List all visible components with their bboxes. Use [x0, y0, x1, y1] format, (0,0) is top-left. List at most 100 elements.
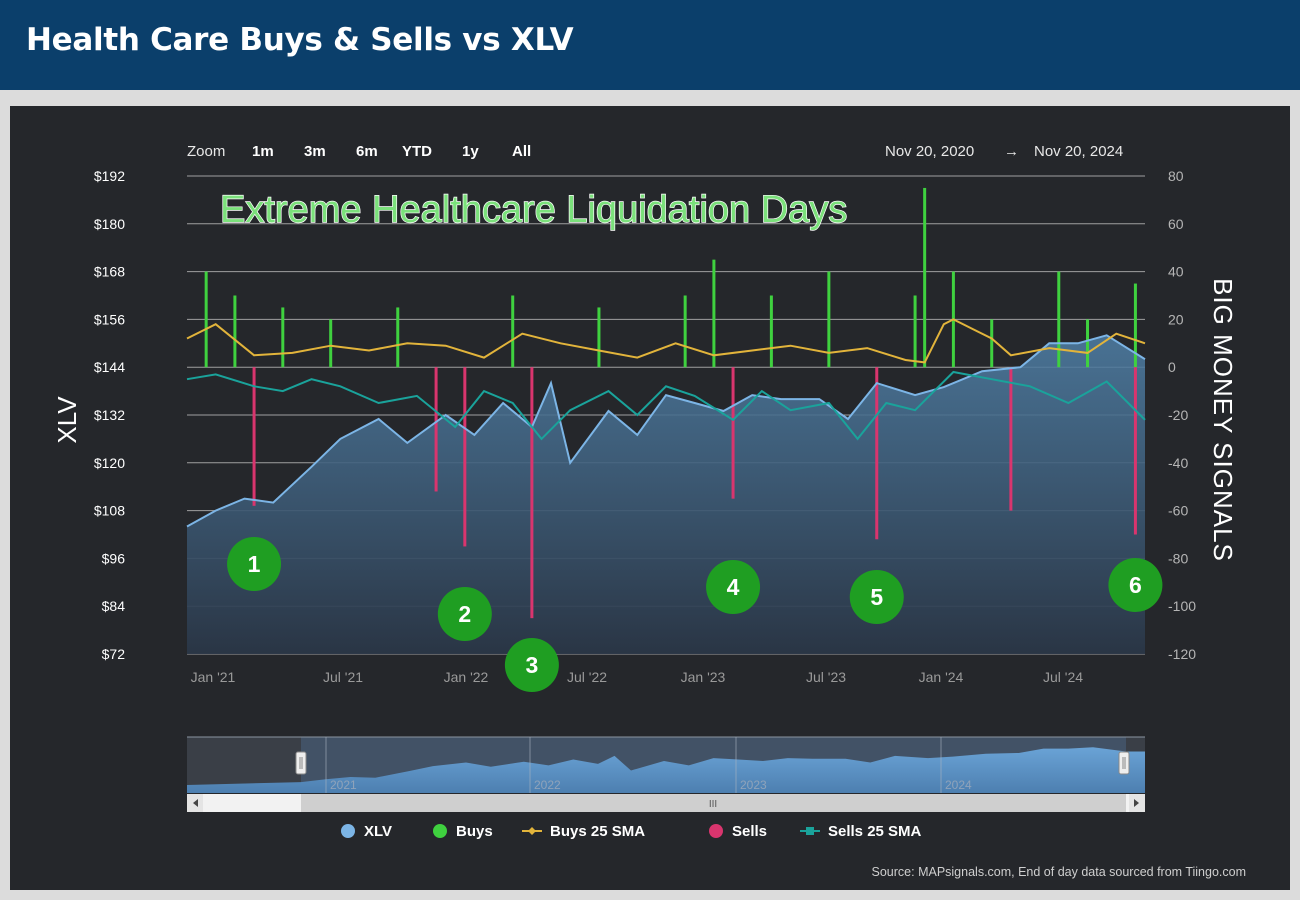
- legend-dot-icon: [709, 824, 723, 838]
- buys-bar: [204, 271, 208, 368]
- zoom-ytd-button[interactable]: YTD: [402, 143, 432, 160]
- date-range-arrow: →: [1004, 143, 1019, 160]
- legend-label: Buys 25 SMA: [550, 823, 645, 840]
- zoom-1m-button[interactable]: 1m: [252, 143, 274, 160]
- right-tick-label: 20: [1168, 311, 1184, 327]
- x-tick-label: Jan '21: [191, 669, 236, 685]
- x-tick-label: Jan '22: [444, 669, 489, 685]
- right-axis-title: BIG MONEY SIGNALS: [1208, 278, 1238, 562]
- legend-item-sells[interactable]: Sells: [709, 823, 767, 840]
- navigator-right-handle[interactable]: [1118, 751, 1130, 775]
- zoom-all-button[interactable]: All: [512, 143, 531, 160]
- scrollbar[interactable]: III: [187, 794, 1145, 812]
- zoom-6m-button[interactable]: 6m: [356, 143, 378, 160]
- navigator-year-label: 2024: [945, 778, 972, 792]
- event-marker-1: [227, 537, 282, 591]
- scrollbar-grip-icon: III: [709, 799, 717, 810]
- source-note: Source: MAPsignals.com, End of day data …: [872, 865, 1246, 879]
- sells-bar: [463, 367, 467, 547]
- right-tick-label: 60: [1168, 216, 1184, 232]
- x-tick-label: Jan '23: [681, 669, 726, 685]
- legend-label: Sells: [732, 823, 767, 840]
- right-tick-label: 0: [1168, 359, 1176, 375]
- left-tick-label: $180: [94, 216, 125, 232]
- page-title: Health Care Buys & Sells vs XLV: [26, 22, 574, 58]
- date-range-from[interactable]: Nov 20, 2020: [885, 143, 974, 160]
- left-axis-title: XLV: [52, 396, 82, 444]
- date-range-to[interactable]: Nov 20, 2024: [1034, 143, 1123, 160]
- buys-bar: [233, 295, 237, 368]
- left-tick-label: $84: [102, 598, 126, 614]
- chart-svg: Zoom 1m 3m 6m YTD 1y All Nov 20, 2020 → …: [52, 143, 1246, 879]
- legend-dot-icon: [433, 824, 447, 838]
- legend-label: Buys: [456, 823, 493, 840]
- chevron-right-icon: [1134, 799, 1139, 807]
- navigator[interactable]: 2021 2022 2023 2024: [187, 736, 1145, 793]
- sells-bar: [1009, 367, 1013, 511]
- buys-bar: [1086, 319, 1090, 368]
- x-tick-label: Jul '24: [1043, 669, 1083, 685]
- title-bar: Health Care Buys & Sells vs XLV: [0, 0, 1300, 90]
- right-tick-label: -80: [1168, 550, 1188, 566]
- x-tick-label: Jan '24: [919, 669, 964, 685]
- left-tick-label: $72: [102, 646, 126, 662]
- x-tick-label: Jul '22: [567, 669, 607, 685]
- legend-dot-icon: [341, 824, 355, 838]
- buys-bar: [329, 319, 333, 368]
- navigator-year-labels: 2021 2022 2023 2024: [325, 737, 972, 793]
- buys-sma-series-line: [186, 318, 1146, 364]
- event-marker-label: 4: [727, 574, 740, 600]
- scrollbar-thumb[interactable]: [301, 794, 1126, 812]
- sells-bar: [731, 367, 735, 499]
- legend-label: XLV: [364, 823, 392, 840]
- event-marker-label: 3: [525, 652, 538, 678]
- sells-bars: [252, 367, 1137, 619]
- legend-item-xlv[interactable]: XLV: [341, 823, 392, 840]
- chevron-left-icon: [193, 799, 198, 807]
- right-tick-label: 80: [1168, 168, 1184, 184]
- event-marker-label: 6: [1129, 572, 1142, 598]
- event-markers: 1 2 3 4 5 6: [227, 537, 1163, 692]
- navigator-year-label: 2022: [534, 778, 561, 792]
- event-marker-5: [849, 570, 904, 624]
- legend: XLV Buys Buys 25 SMA Sells Sells 25 SMA: [341, 823, 922, 840]
- right-tick-label: -120: [1168, 646, 1196, 662]
- navigator-year-label: 2021: [330, 778, 357, 792]
- buys-bar: [990, 319, 994, 368]
- legend-item-buys-25-sma[interactable]: Buys 25 SMA: [522, 823, 645, 840]
- legend-item-sells-25-sma[interactable]: Sells 25 SMA: [800, 823, 922, 840]
- left-axis-ticks: $192 $180 $168 $156 $144 $132 $120 $108 $96 $84 $7…: [94, 168, 125, 662]
- left-tick-label: $144: [94, 359, 125, 375]
- zoom-1y-button[interactable]: 1y: [462, 143, 479, 160]
- buys-bar: [1133, 283, 1137, 368]
- buys-bar: [712, 259, 716, 368]
- event-marker-2: [437, 587, 492, 641]
- buys-bar: [511, 295, 515, 368]
- legend-diamond-icon: [528, 827, 536, 835]
- sells-sma-series-line: [186, 370, 1146, 441]
- buys-bar: [396, 307, 400, 368]
- navigator-year-label: 2023: [740, 778, 767, 792]
- left-tick-label: $96: [102, 550, 126, 566]
- event-marker-label: 2: [458, 601, 471, 627]
- xlv-series-line: [186, 334, 1146, 528]
- buys-bar: [683, 295, 687, 368]
- navigator-left-handle[interactable]: [295, 751, 307, 775]
- x-axis-ticks: Jan '21 Jul '21 Jan '22 Jul '22 Jan '23 Jul '…: [191, 669, 1084, 685]
- left-tick-label: $108: [94, 503, 125, 519]
- zoom-label: Zoom: [187, 143, 225, 160]
- x-tick-label: Jul '21: [323, 669, 363, 685]
- right-tick-label: -100: [1168, 598, 1196, 614]
- event-marker-6: [1108, 558, 1163, 612]
- sells-bar: [252, 367, 256, 506]
- zoom-3m-button[interactable]: 3m: [304, 143, 326, 160]
- left-tick-label: $120: [94, 455, 125, 471]
- chart-panel: Zoom 1m 3m 6m YTD 1y All Nov 20, 2020 → …: [10, 106, 1290, 890]
- sells-bar: [875, 367, 879, 540]
- sells-bar: [1133, 367, 1137, 535]
- legend-item-buys[interactable]: Buys: [433, 823, 493, 840]
- buys-bar: [769, 295, 773, 368]
- event-marker-label: 5: [870, 584, 883, 610]
- left-tick-label: $132: [94, 407, 125, 423]
- left-tick-label: $168: [94, 264, 125, 280]
